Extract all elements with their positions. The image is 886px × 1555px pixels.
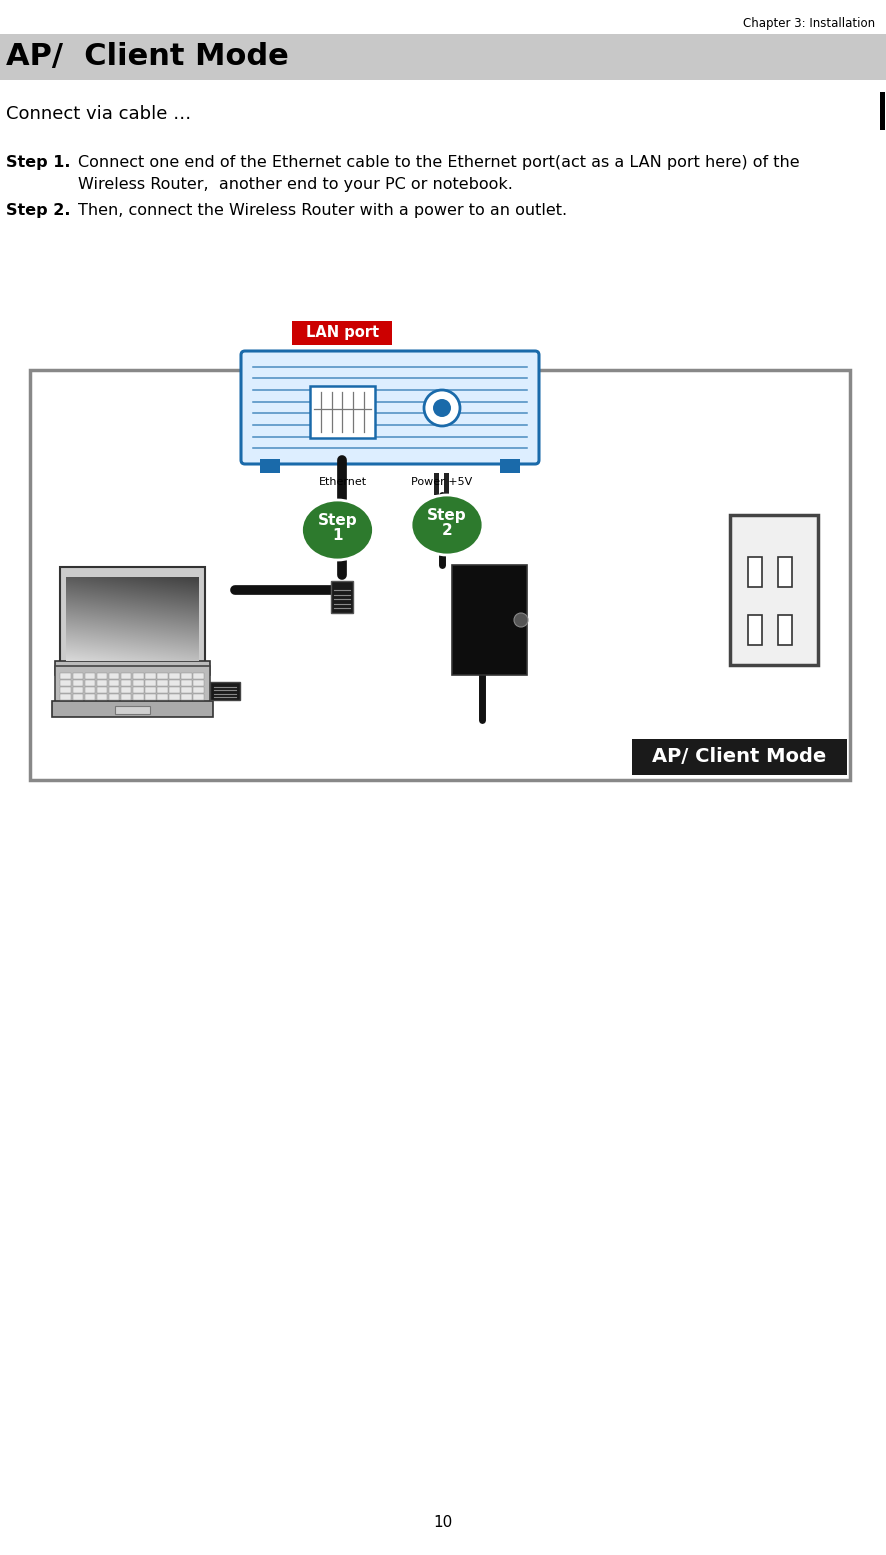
- Bar: [193, 680, 204, 686]
- Bar: [169, 694, 180, 700]
- Bar: [133, 680, 144, 686]
- Bar: [182, 680, 192, 686]
- Bar: [193, 694, 204, 700]
- Bar: [85, 673, 96, 678]
- Text: LAN port: LAN port: [306, 325, 379, 341]
- Bar: [880, 92, 885, 131]
- Circle shape: [424, 390, 460, 426]
- Bar: [97, 687, 107, 692]
- Bar: [145, 680, 156, 686]
- Bar: [157, 673, 167, 678]
- Bar: [109, 687, 120, 692]
- Bar: [97, 673, 107, 678]
- Bar: [115, 706, 150, 714]
- Bar: [331, 582, 354, 613]
- Bar: [260, 459, 280, 473]
- Text: Step 2.: Step 2.: [6, 204, 71, 218]
- Bar: [157, 694, 167, 700]
- Bar: [85, 687, 96, 692]
- Bar: [444, 473, 449, 494]
- Bar: [55, 666, 210, 704]
- Bar: [778, 614, 792, 645]
- Ellipse shape: [411, 494, 483, 555]
- Bar: [133, 687, 144, 692]
- Bar: [73, 680, 83, 686]
- Bar: [73, 694, 83, 700]
- Bar: [632, 739, 847, 774]
- Bar: [85, 694, 96, 700]
- Bar: [120, 680, 131, 686]
- Bar: [434, 473, 439, 494]
- Bar: [169, 687, 180, 692]
- Text: Wireless Router,  another end to your PC or notebook.: Wireless Router, another end to your PC …: [78, 177, 513, 191]
- Bar: [60, 694, 71, 700]
- Bar: [97, 694, 107, 700]
- Bar: [109, 694, 120, 700]
- Bar: [0, 34, 886, 79]
- Bar: [145, 687, 156, 692]
- Bar: [145, 673, 156, 678]
- Bar: [157, 687, 167, 692]
- Bar: [748, 614, 762, 645]
- Bar: [292, 320, 392, 345]
- Text: Step
2: Step 2: [427, 508, 467, 538]
- Bar: [169, 680, 180, 686]
- Bar: [500, 459, 520, 473]
- Circle shape: [514, 613, 528, 627]
- Bar: [748, 557, 762, 586]
- Bar: [210, 683, 240, 700]
- Text: Connect one end of the Ethernet cable to the Ethernet port(act as a LAN port her: Connect one end of the Ethernet cable to…: [78, 156, 800, 169]
- Bar: [778, 557, 792, 586]
- Bar: [60, 680, 71, 686]
- Bar: [182, 673, 192, 678]
- Bar: [182, 694, 192, 700]
- Text: Ethernet: Ethernet: [318, 477, 367, 487]
- Text: Step
1: Step 1: [318, 513, 357, 543]
- Bar: [145, 694, 156, 700]
- Bar: [452, 564, 527, 675]
- Bar: [133, 694, 144, 700]
- Bar: [310, 386, 375, 439]
- Text: AP/ Client Mode: AP/ Client Mode: [652, 748, 827, 767]
- FancyBboxPatch shape: [241, 351, 539, 463]
- Bar: [109, 673, 120, 678]
- Bar: [193, 673, 204, 678]
- Bar: [55, 661, 210, 675]
- Text: AP/  Client Mode: AP/ Client Mode: [6, 42, 289, 72]
- Bar: [169, 673, 180, 678]
- Circle shape: [433, 400, 451, 417]
- Text: Step 1.: Step 1.: [6, 156, 71, 169]
- Bar: [52, 701, 213, 717]
- Bar: [120, 694, 131, 700]
- Bar: [133, 673, 144, 678]
- Bar: [73, 687, 83, 692]
- Bar: [30, 370, 850, 781]
- Ellipse shape: [301, 501, 374, 560]
- Bar: [60, 568, 205, 667]
- Text: 10: 10: [433, 1515, 453, 1530]
- Bar: [730, 515, 818, 666]
- Bar: [60, 687, 71, 692]
- Bar: [120, 687, 131, 692]
- Bar: [109, 680, 120, 686]
- Text: Chapter 3: Installation: Chapter 3: Installation: [742, 17, 875, 30]
- Text: Connect via cable …: Connect via cable …: [6, 106, 191, 123]
- Bar: [73, 673, 83, 678]
- Bar: [60, 673, 71, 678]
- Bar: [193, 687, 204, 692]
- Text: Power +5V: Power +5V: [411, 477, 472, 487]
- Bar: [182, 687, 192, 692]
- Text: Then, connect the Wireless Router with a power to an outlet.: Then, connect the Wireless Router with a…: [78, 204, 567, 218]
- Bar: [157, 680, 167, 686]
- Bar: [120, 673, 131, 678]
- Bar: [85, 680, 96, 686]
- Bar: [97, 680, 107, 686]
